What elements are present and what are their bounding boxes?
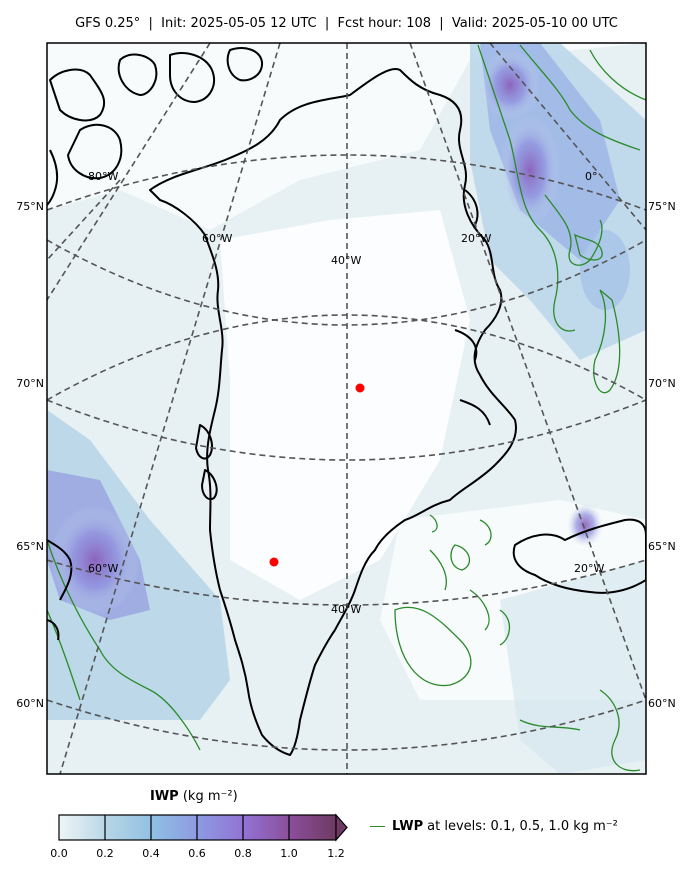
map-title: GFS 0.25° | Init: 2025-05-05 12 UTC | Fc… <box>75 16 618 31</box>
colorbar-dividers <box>104 815 290 840</box>
lat-label-left-65: 65°N <box>16 540 44 553</box>
map-area: 80°W 60°W 40°W 20°W 0° 60°W 40°W 20°W <box>47 43 646 774</box>
lat-label-right-60: 60°N <box>648 697 676 710</box>
colorbar-extend-arrow <box>335 813 348 842</box>
lon-label-60w-south: 60°W <box>88 562 118 575</box>
colorbar-tick: 0.0 <box>50 847 68 860</box>
lon-label-20w-south: 20°W <box>574 562 604 575</box>
colorbar <box>58 813 348 842</box>
graticule <box>47 43 646 774</box>
lon-label-40w-north: 40°W <box>331 254 361 267</box>
colorbar-tick: 0.2 <box>96 847 114 860</box>
colorbar-tick: 0.4 <box>142 847 160 860</box>
iwp-clear-ice-sheet <box>220 210 470 600</box>
iwp-max-southwest <box>50 505 140 615</box>
lat-75 <box>47 154 646 211</box>
lat-65-ring <box>47 399 646 461</box>
lat-label-right-70: 70°N <box>648 377 676 390</box>
meridian-20w <box>409 43 646 701</box>
lon-label-20w-north: 20°W <box>461 232 491 245</box>
iwp-patch-south <box>500 560 646 774</box>
lon-label-80w: 80°W <box>88 170 118 183</box>
meridian-0 <box>489 43 646 231</box>
meridian-80w <box>47 43 211 301</box>
lon-label-0: 0° <box>585 170 598 183</box>
red-dot-center <box>355 383 365 393</box>
red-dot-southwest <box>269 557 279 567</box>
lon-label-40w-south: 40°W <box>331 603 361 616</box>
map-frame <box>46 42 647 775</box>
lat-label-left-75: 75°N <box>16 200 44 213</box>
lat-label-left-70: 70°N <box>16 377 44 390</box>
lat-label-right-65: 65°N <box>648 540 676 553</box>
iwp-patch-east <box>580 230 630 310</box>
lwp-legend-line <box>370 826 385 827</box>
colorbar-tick: 0.8 <box>234 847 252 860</box>
colorbar-title: IWP (kg m⁻²) <box>150 789 238 804</box>
colorbar-tick: 0.6 <box>188 847 206 860</box>
coastlines <box>47 47 646 756</box>
meridian-60w <box>59 43 281 774</box>
colorbar-tick: 1.0 <box>280 847 298 860</box>
colorbar-tick: 1.2 <box>327 847 345 860</box>
lat-label-left-60: 60°N <box>16 697 44 710</box>
lon-label-60w-north: 60°W <box>202 232 232 245</box>
iwp-max-northeast <box>480 50 540 120</box>
iwp-max-east <box>500 115 560 225</box>
lat-60 <box>47 699 646 751</box>
colorbar-title-units: (kg m⁻²) <box>178 789 238 804</box>
colorbar-title-bold: IWP <box>150 789 179 804</box>
lwp-legend-label-bold: LWP <box>392 819 424 834</box>
lwp-legend-label: at levels: 0.1, 0.5, 1.0 kg m⁻² <box>427 819 618 834</box>
lwp-legend: LWP at levels: 0.1, 0.5, 1.0 kg m⁻² <box>370 819 618 834</box>
iwp-max-iceland <box>567 503 603 547</box>
lat-label-right-75: 75°N <box>648 200 676 213</box>
